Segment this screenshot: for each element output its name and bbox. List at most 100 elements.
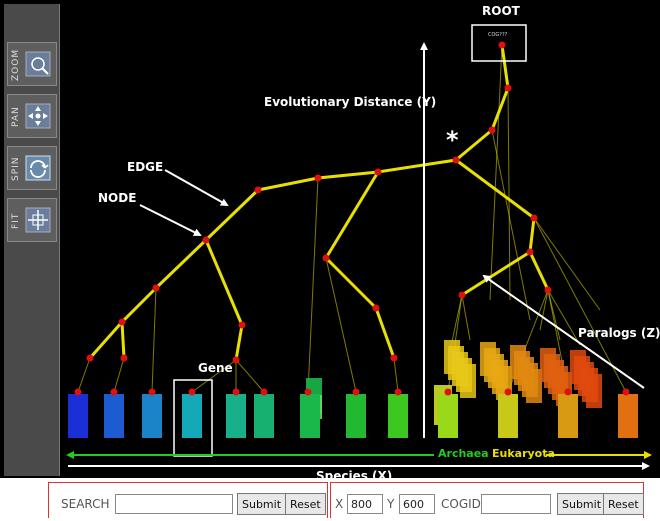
gene-leaves [68,340,638,438]
search-reset-button[interactable]: Reset [285,493,326,515]
control-bar: SEARCH Submit Reset X Y COGID Submit Res… [0,478,660,521]
phylogenetic-tree [66,24,652,470]
leaf-node[interactable] [504,388,512,396]
leaf-node[interactable] [394,388,402,396]
tree-edge [528,251,550,291]
leaf-node[interactable] [148,388,156,396]
tree-branch [77,357,91,393]
gene-leaf[interactable] [388,394,408,438]
pan-tool-button[interactable]: PAN [7,94,57,138]
distance-axis-label: Evolutionary Distance (Y) [264,95,437,109]
tree-edge [88,321,124,359]
tree-edge [120,286,158,324]
archaea-label: Archaea [438,447,489,460]
tree-branch [489,44,503,301]
gene-leaf[interactable] [104,394,124,438]
tree-branch [533,217,627,393]
paralogs-arrow [482,274,645,389]
tree-node[interactable] [120,354,128,362]
spin-tool-label: SPIN [11,156,21,182]
leaf-node[interactable] [232,388,240,396]
leaf-node[interactable] [622,388,630,396]
y-coordinate-input[interactable] [399,494,435,514]
tree-node[interactable] [232,356,240,364]
tree-node[interactable] [530,214,538,222]
tree-branch [461,294,471,341]
node-annotation: NODE [98,191,137,205]
pan-icon [25,103,51,129]
zoom-tool-label: ZOOM [11,48,21,82]
tree-edge [317,170,379,180]
tree-viewer[interactable]: ZOOM PAN SPIN FIT [0,0,660,483]
tree-node[interactable] [452,156,460,164]
gene-leaf[interactable] [68,394,88,438]
gene-leaf[interactable] [346,394,366,438]
gene-leaf[interactable] [182,394,202,438]
leaf-node[interactable] [444,388,452,396]
paralogs-annotation: Paralogs (Z) [578,326,660,340]
leaf-node[interactable] [564,388,572,396]
paralog-block[interactable] [586,374,602,408]
tree-node[interactable] [238,321,246,329]
tree-node[interactable] [314,174,322,182]
leaf-node[interactable] [304,388,312,396]
gene-leaf[interactable] [558,394,578,438]
gene-leaf[interactable] [300,394,320,438]
cogid-reset-button[interactable]: Reset [603,493,644,515]
gene-leaf[interactable] [438,394,458,438]
tree-branch [533,217,601,311]
tree-node[interactable] [498,41,506,49]
tree-edge [528,217,536,253]
cogid-input[interactable] [481,494,551,514]
tree-node[interactable] [118,318,126,326]
paralog-block[interactable] [526,369,542,403]
tree-edge [120,321,126,359]
tree-node[interactable] [372,304,380,312]
cogid-submit-button[interactable]: Submit [557,493,607,515]
tree-node[interactable] [374,168,382,176]
tree-node[interactable] [322,254,330,262]
eukaryota-label: Eukaryota [492,447,555,460]
gene-leaf[interactable] [498,394,518,438]
fit-tool-label: FIT [11,212,21,230]
leaf-node[interactable] [110,388,118,396]
gene-leaf[interactable] [254,394,274,438]
tree-canvas[interactable]: ROOT COG??? Evolutionary Distance (Y) ED… [60,0,660,483]
fit-tool-button[interactable]: FIT [7,198,57,242]
tree-node[interactable] [544,286,552,294]
root-annotation: ROOT [482,4,520,18]
search-input[interactable] [115,494,233,514]
paralog-block[interactable] [460,364,476,398]
zoom-tool-button[interactable]: ZOOM [7,42,57,86]
spin-icon [25,155,51,181]
tree-node[interactable] [458,291,466,299]
gene-leaf[interactable] [142,394,162,438]
gene-leaf[interactable] [226,394,246,438]
tree-node[interactable] [202,236,210,244]
tree-edge [455,158,535,220]
tree-branch [307,177,319,393]
tree-node[interactable] [390,354,398,362]
leaf-node[interactable] [74,388,82,396]
gene-leaf[interactable] [618,394,638,438]
root-box-label: COG??? [488,32,508,38]
tree-node[interactable] [488,126,496,134]
leaf-node[interactable] [352,388,360,396]
tree-branch [547,289,581,346]
tree-node[interactable] [526,248,534,256]
search-submit-button[interactable]: Submit [237,493,287,515]
spin-tool-button[interactable]: SPIN [7,146,57,190]
tree-branch [547,289,561,341]
tree-node[interactable] [504,84,512,92]
tree-edge [324,256,378,310]
leaf-node[interactable] [188,388,196,396]
x-coordinate-input[interactable] [347,494,383,514]
tree-branch [325,257,357,393]
tree-node[interactable] [254,186,262,194]
tree-node[interactable] [152,284,160,292]
tree-edge [204,239,244,326]
tree-node[interactable] [86,354,94,362]
leaf-node[interactable] [260,388,268,396]
tree-edge [204,188,260,242]
tree-branch [113,357,125,393]
